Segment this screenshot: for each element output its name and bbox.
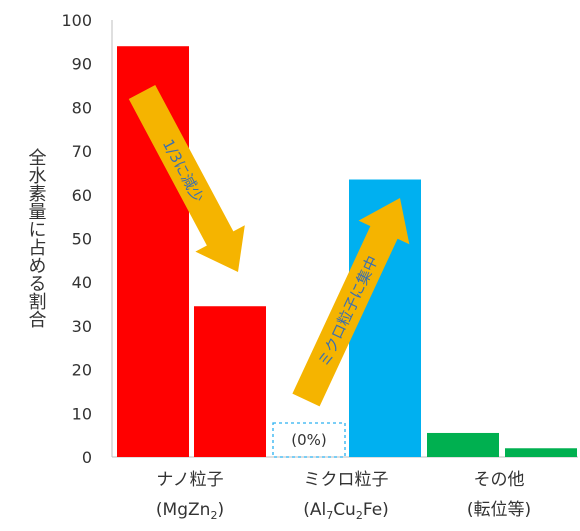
category-label: ミクロ粒子 bbox=[304, 470, 389, 490]
y-tick-label: 20 bbox=[72, 361, 92, 380]
category-sublabel: (MgZn2) bbox=[156, 500, 224, 522]
zero-bar-label: (0%) bbox=[291, 431, 327, 449]
category-label: その他 bbox=[474, 470, 525, 490]
y-tick-label: 50 bbox=[72, 230, 92, 249]
bars: (0%) bbox=[117, 46, 577, 458]
y-tick-label: 0 bbox=[82, 448, 92, 467]
y-tick-label: 30 bbox=[72, 317, 92, 336]
category-sublabel: (Al7Cu2Fe) bbox=[303, 500, 389, 522]
arrow-concentrate-shape bbox=[292, 198, 410, 407]
y-tick-label: 40 bbox=[72, 273, 92, 292]
y-tick-label: 60 bbox=[72, 186, 92, 205]
bar bbox=[194, 306, 266, 457]
arrow-decrease-shape bbox=[128, 84, 245, 273]
bar bbox=[427, 432, 499, 457]
category-label: ナノ粒子 bbox=[156, 470, 223, 490]
axes: 0 10 20 30 40 50 60 70 80 90 100 全水素量に占める割合 bbox=[26, 11, 578, 467]
y-tick-label: 10 bbox=[72, 404, 92, 423]
y-tick-label: 70 bbox=[72, 142, 92, 161]
y-tick-label: 80 bbox=[72, 98, 92, 117]
y-tick-label: 90 bbox=[72, 55, 92, 74]
y-axis-title: 全水素量に占める割合 bbox=[26, 148, 47, 328]
y-tick-label: 100 bbox=[61, 11, 92, 30]
category-sublabel: (転位等) bbox=[467, 500, 531, 520]
zero-bar-outline bbox=[272, 422, 346, 458]
category-labels: ナノ粒子 (MgZn2) ミクロ粒子 (Al7Cu2Fe) その他 (転位等) bbox=[156, 470, 531, 522]
bar bbox=[505, 448, 577, 457]
